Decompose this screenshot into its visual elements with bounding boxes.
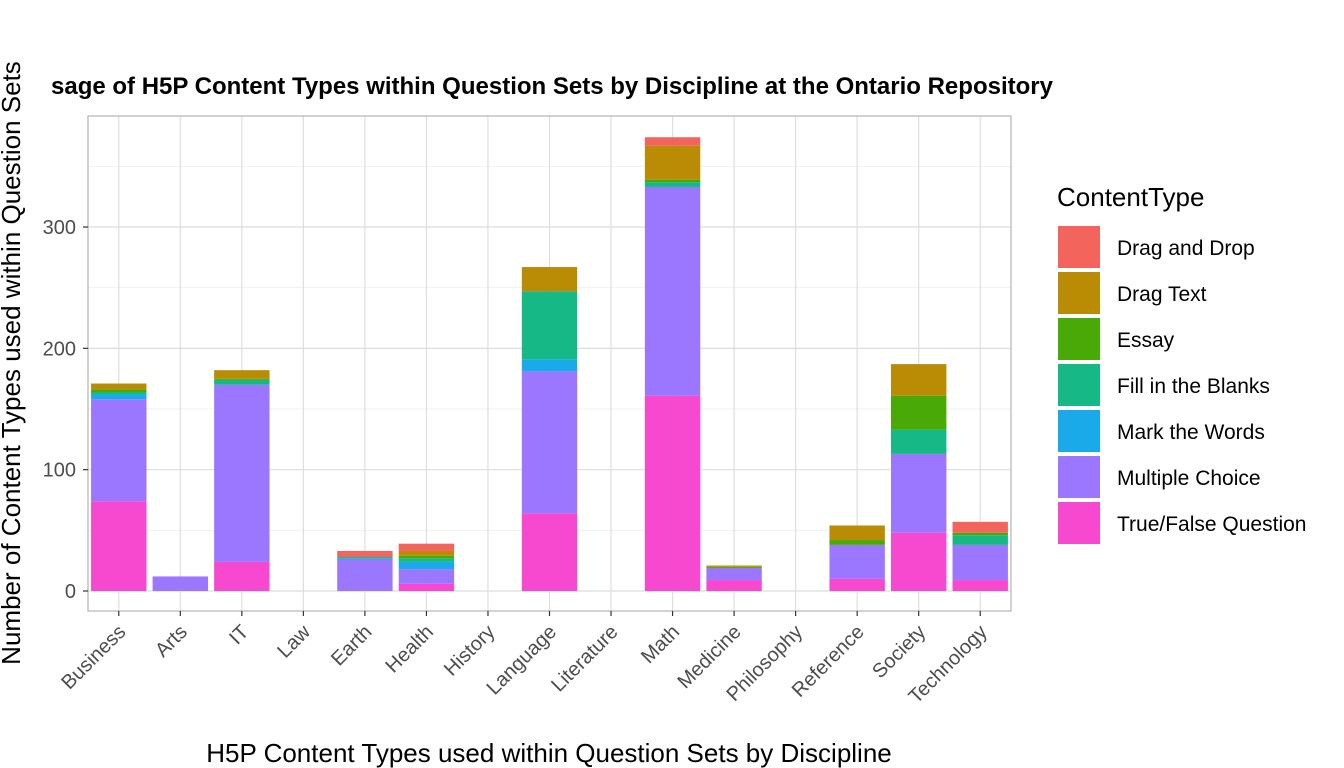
bar-segment (337, 559, 393, 591)
bar-segment (91, 392, 147, 395)
x-axis-title: H5P Content Types used within Question S… (206, 738, 892, 768)
bar-segment (829, 578, 885, 591)
bar-segment (644, 145, 701, 180)
bar-segment (521, 291, 578, 360)
bar-segment (952, 521, 1008, 533)
x-tick-label: Health (382, 621, 438, 677)
bar-segment (644, 179, 701, 183)
bar-segment (398, 558, 455, 562)
bar-segment (891, 453, 947, 533)
bar-segment (706, 567, 762, 581)
y-axis: 0 100 200 300 (43, 217, 88, 603)
y-tick-label: 0 (65, 581, 76, 603)
bar-segment (398, 543, 455, 551)
legend-label: Mark the Words (1117, 421, 1265, 444)
bar-segment (398, 561, 455, 570)
legend-title: ContentType (1057, 182, 1204, 212)
chart-title: sage of H5P Content Types within Questio… (51, 73, 1054, 100)
x-tick-label: Arts (151, 621, 192, 662)
bar-segment (829, 544, 885, 579)
bar-segment (214, 384, 270, 562)
y-axis-title: Number of Content Types used within Ques… (0, 61, 26, 665)
legend-label: True/False Question (1117, 513, 1306, 536)
x-tick-label: Law (273, 621, 315, 663)
bar-segment (952, 580, 1008, 591)
bar-segment (706, 566, 762, 568)
bar-segment (952, 532, 1008, 536)
bar-segment (398, 569, 455, 584)
legend-label: Essay (1117, 329, 1175, 352)
legend: ContentType Drag and Drop Drag Text Essay F… (1057, 182, 1306, 544)
legend-swatch (1058, 502, 1100, 544)
bar-segment (521, 513, 578, 591)
bar-segment (337, 558, 393, 560)
bar-segment (398, 550, 455, 556)
bar-segment (706, 580, 762, 591)
legend-label: Drag and Drop (1117, 237, 1255, 260)
bar-segment (521, 359, 578, 372)
bar-segment (952, 544, 1008, 581)
bar-segment (891, 429, 947, 454)
bar-segment (891, 364, 947, 396)
legend-swatch (1058, 364, 1100, 406)
bar-segment (91, 501, 147, 591)
y-tick-label: 300 (43, 217, 76, 239)
bars (91, 137, 1008, 591)
bar-segment (644, 137, 701, 146)
x-tick-label: Earth (327, 621, 376, 670)
bar-segment (214, 379, 270, 385)
bar-segment (952, 535, 1008, 545)
legend-label: Drag Text (1117, 283, 1207, 306)
legend-swatch (1058, 410, 1100, 452)
bar-segment (152, 576, 208, 591)
y-tick-label: 100 (43, 460, 76, 482)
legend-swatch (1058, 272, 1100, 314)
bar-segment (829, 540, 885, 545)
legend-swatch (1058, 318, 1100, 360)
bar-segment (214, 370, 270, 379)
bar-segment (337, 557, 393, 559)
bar-segment (91, 389, 147, 393)
y-tick-label: 200 (43, 338, 76, 360)
bar-segment (521, 267, 578, 292)
x-tick-label: Literature (547, 621, 622, 696)
bar-segment (398, 583, 455, 591)
bar-segment (644, 186, 701, 396)
legend-label: Fill in the Blanks (1117, 375, 1270, 398)
bar-segment (829, 525, 885, 541)
legend-label: Multiple Choice (1117, 467, 1261, 490)
bar-segment (398, 555, 455, 559)
bar-segment (337, 550, 393, 558)
bar-segment (91, 399, 147, 502)
bar-segment (891, 395, 947, 430)
bar-segment (91, 394, 147, 400)
bar-segment (891, 532, 947, 591)
legend-swatch (1058, 456, 1100, 498)
x-tick-label: Society (868, 621, 930, 683)
bar-segment (214, 378, 270, 380)
x-tick-label: Business (57, 621, 130, 694)
legend-swatch (1058, 226, 1100, 268)
x-tick-label: Math (637, 621, 684, 668)
bar-segment (521, 371, 578, 514)
x-tick-label: History (440, 621, 500, 681)
bar-segment (91, 383, 147, 390)
bar-segment (644, 182, 701, 187)
bar-segment (706, 565, 762, 567)
bar-segment (214, 561, 270, 591)
bar-segment (644, 395, 701, 591)
x-tick-label: IT (225, 621, 253, 649)
x-axis: Business Arts IT Law Earth Health HistoryLangu… (57, 611, 992, 708)
